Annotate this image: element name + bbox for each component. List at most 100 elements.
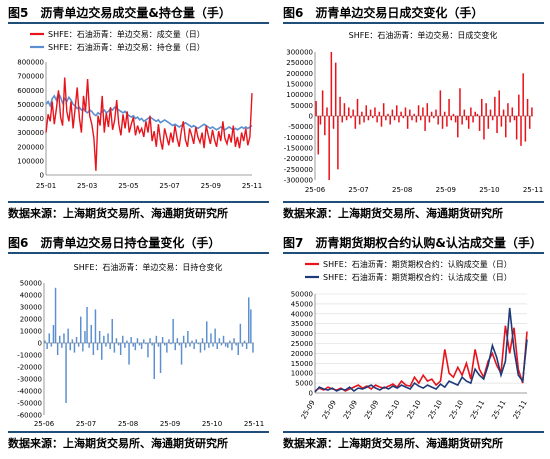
bar <box>128 343 130 365</box>
bar <box>170 343 172 345</box>
y-tick-label: 50000 <box>291 102 313 110</box>
bar <box>140 343 143 349</box>
bar <box>134 343 137 351</box>
bar <box>208 343 210 348</box>
y-tick-label: 400000 <box>17 115 44 123</box>
panel-daily-oi-change: 图6 沥青单边交易日持仓量变化（手） -60000 -50000 -40000 -300… <box>0 230 275 459</box>
bar <box>385 116 387 121</box>
bar <box>470 107 472 116</box>
bar <box>483 116 485 140</box>
bar <box>448 98 450 116</box>
data-source: 数据来源：上海期货交易所、海通期货研究所 <box>283 207 503 220</box>
x-tick-label: 25-08 <box>118 420 138 428</box>
bar <box>218 338 221 343</box>
bar <box>50 343 53 347</box>
bar <box>369 109 372 116</box>
bar <box>233 338 235 343</box>
figure-title: 沥青单边交易日成交变化（手） <box>315 6 484 20</box>
bar <box>422 107 424 116</box>
y-tick-label: 700000 <box>17 73 44 81</box>
bar <box>382 103 385 116</box>
bar <box>149 338 151 343</box>
x-tick-label: 25-07 <box>76 420 96 428</box>
bar <box>191 340 193 343</box>
bar <box>511 107 514 116</box>
bar <box>463 109 466 116</box>
bar <box>415 116 418 123</box>
panel-title: 图6 沥青单边交易日成交变化（手） <box>283 4 544 24</box>
bar <box>220 343 223 346</box>
bar <box>80 316 82 343</box>
bar <box>59 335 61 343</box>
bar <box>348 107 350 116</box>
bar <box>54 287 57 343</box>
bar <box>326 107 328 116</box>
bar <box>339 96 341 116</box>
y-tick-label: 30000 <box>20 304 42 312</box>
bar <box>105 343 107 347</box>
x-tick-label: 25-10 <box>479 186 499 194</box>
bar <box>531 107 533 116</box>
bar <box>107 333 109 343</box>
bar <box>437 116 439 125</box>
y-tick-label: -60000 <box>17 412 42 420</box>
bar <box>147 343 149 358</box>
bar <box>411 116 413 121</box>
bar <box>117 343 120 346</box>
bar <box>393 116 396 121</box>
series-line <box>314 325 528 392</box>
bar <box>345 116 348 121</box>
source-divider <box>8 431 269 433</box>
bar <box>86 307 88 343</box>
y-tick-label: -30000 <box>17 376 42 384</box>
bar <box>461 116 463 125</box>
bar <box>319 116 322 125</box>
y-tick-label: 40000 <box>20 292 42 300</box>
bar <box>212 343 214 347</box>
bar <box>404 107 407 116</box>
bar <box>507 103 509 116</box>
bar <box>235 343 237 346</box>
x-tick-label: 25-10 <box>202 420 222 428</box>
source-divider <box>283 201 544 203</box>
bar <box>172 319 174 343</box>
bar <box>65 343 67 403</box>
y-tick-label: 800000 <box>17 59 44 67</box>
y-tick-label: 20000 <box>291 350 313 358</box>
bar <box>395 105 398 116</box>
y-tick-label: 45000 <box>291 300 313 308</box>
y-tick-label: 250000 <box>286 59 313 67</box>
legend-label: SHFE：石油沥青：单边交易：成交量（日） <box>48 29 205 39</box>
y-tick-label: 40000 <box>291 310 313 318</box>
y-tick-label: -10000 <box>17 352 42 360</box>
bar <box>250 309 252 343</box>
y-tick-label: -50000 <box>17 400 42 408</box>
x-tick-label: 25-07 <box>159 182 179 190</box>
bar <box>241 343 244 347</box>
x-tick-label: 25-08 <box>392 186 412 194</box>
bar <box>354 116 357 129</box>
x-tick-label: 25-07 <box>348 186 368 194</box>
bar <box>433 116 435 119</box>
y-tick-label: 10000 <box>20 328 42 336</box>
bar <box>343 103 346 116</box>
bar <box>82 343 84 352</box>
bar <box>315 101 317 116</box>
bar <box>113 343 116 353</box>
bar <box>509 116 511 123</box>
chart-daily-volume-change: -300000 -250000 -200000 -150000 -100000 -5000… <box>284 30 543 194</box>
y-tick-label: -250000 <box>284 166 313 174</box>
x-tick-label: 25-06 <box>305 186 326 194</box>
bar <box>352 109 354 116</box>
x-tick-label: 25-11 <box>490 399 507 421</box>
bar <box>391 109 394 116</box>
y-tick-label: 10000 <box>291 370 313 378</box>
bar <box>69 343 71 351</box>
x-tick-label: 25-09 <box>201 182 221 190</box>
bar <box>328 116 330 180</box>
bar <box>153 343 155 379</box>
x-tick-label: 25-10 <box>427 399 444 421</box>
legend-label: SHFE：石油沥青：期货期权合约：认购成交量（日） <box>323 259 512 269</box>
bar <box>500 116 503 127</box>
y-tick-label: 25000 <box>291 340 313 348</box>
